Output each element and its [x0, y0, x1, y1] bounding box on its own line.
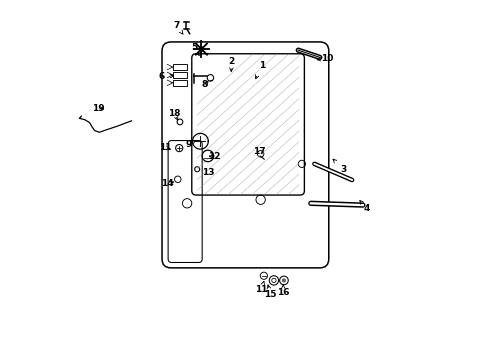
Text: 8: 8 — [202, 81, 208, 90]
Text: 16: 16 — [276, 285, 289, 297]
Text: 15: 15 — [264, 285, 276, 299]
Text: 10: 10 — [317, 54, 332, 63]
Text: 12: 12 — [207, 152, 220, 161]
Text: 7: 7 — [173, 21, 183, 34]
Text: 18: 18 — [168, 109, 181, 120]
Bar — [173, 64, 187, 70]
Text: 19: 19 — [92, 104, 104, 113]
Bar — [173, 80, 187, 86]
Text: 6: 6 — [159, 72, 173, 81]
Text: 11: 11 — [159, 143, 171, 152]
Text: 13: 13 — [202, 168, 214, 177]
Bar — [173, 72, 187, 78]
Text: 2: 2 — [228, 57, 234, 72]
Text: 11: 11 — [255, 281, 267, 294]
Text: 9: 9 — [185, 140, 195, 149]
Circle shape — [281, 278, 285, 283]
Text: 1: 1 — [255, 61, 264, 79]
Circle shape — [198, 46, 204, 52]
Text: 17: 17 — [252, 147, 264, 156]
Text: 4: 4 — [359, 201, 369, 213]
Text: 14: 14 — [161, 179, 173, 188]
Text: 3: 3 — [332, 159, 346, 174]
Text: 5: 5 — [191, 43, 199, 55]
